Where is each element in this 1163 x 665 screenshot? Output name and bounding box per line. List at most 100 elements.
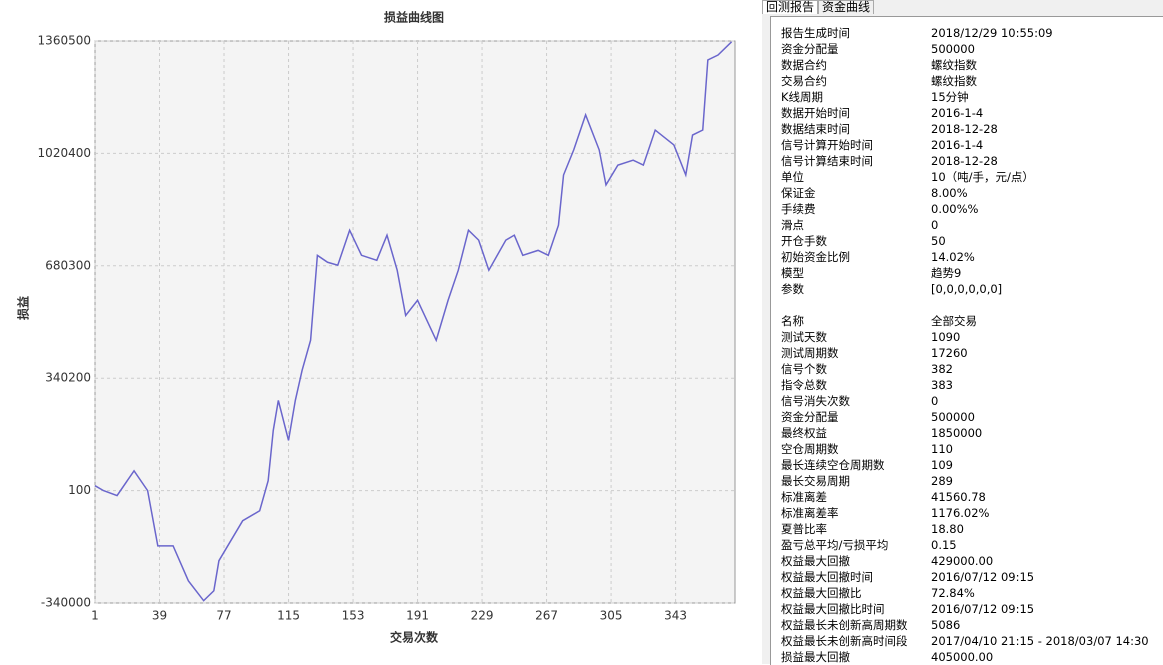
row-key: 信号计算开始时间 bbox=[781, 138, 873, 152]
row-key: 权益最长未创新高时间段 bbox=[781, 634, 908, 648]
row-value: 500000 bbox=[931, 42, 975, 56]
x-axis-label: 交易次数 bbox=[390, 630, 439, 645]
x-tick-label: 229 bbox=[471, 609, 494, 623]
row-key: 标准离差 bbox=[781, 490, 827, 504]
row-value: 14.02% bbox=[931, 250, 975, 264]
row-value: [0,0,0,0,0,0] bbox=[931, 282, 1003, 296]
row-value: 10（吨/手，元/点） bbox=[931, 170, 1034, 184]
x-tick-label: 343 bbox=[664, 609, 687, 623]
tab[interactable]: 资金曲线 bbox=[818, 0, 875, 14]
row-value: 2016/07/12 09:15 bbox=[931, 570, 1035, 584]
report-sheet: 报告生成时间 2018/12/29 10:55:09 资金分配量 500000 数据合约… bbox=[770, 16, 1163, 665]
row-key: 初始资金比例 bbox=[781, 250, 850, 264]
row-value: 1850000 bbox=[931, 426, 983, 440]
row-key: 空仓周期数 bbox=[781, 442, 839, 456]
row-key: 单位 bbox=[781, 170, 804, 184]
row-key: 资金分配量 bbox=[781, 42, 839, 56]
row-value: 2018-12-28 bbox=[931, 154, 998, 168]
row-value: 2016-1-4 bbox=[931, 106, 984, 120]
row-key: 开仓手数 bbox=[781, 234, 827, 248]
row-value: 1176.02% bbox=[931, 506, 990, 520]
x-tick-label: 77 bbox=[216, 609, 231, 623]
row-value: 2018-12-28 bbox=[931, 122, 998, 136]
row-key: 权益最大回撤比时间 bbox=[781, 602, 885, 616]
x-tick-label: 39 bbox=[152, 609, 167, 623]
row-key: 数据合约 bbox=[781, 58, 827, 72]
row-value: 17260 bbox=[931, 346, 968, 360]
row-key: 测试天数 bbox=[781, 330, 827, 344]
row-key: 手续费 bbox=[781, 202, 816, 216]
row-key: 信号计算结束时间 bbox=[781, 154, 873, 168]
x-tick-label: 115 bbox=[277, 609, 300, 623]
row-value: 382 bbox=[931, 362, 953, 376]
tabs: 回测报告 资金曲线 bbox=[762, 0, 875, 14]
x-tick-label: 1 bbox=[91, 609, 99, 623]
row-value: 289 bbox=[931, 474, 953, 488]
row-key: 资金分配量 bbox=[781, 410, 839, 424]
row-value: 2018/12/29 10:55:09 bbox=[931, 26, 1053, 40]
row-value: 螺纹指数 bbox=[931, 74, 977, 88]
row-key: 指令总数 bbox=[781, 378, 827, 392]
row-key: 最长交易周期 bbox=[781, 474, 850, 488]
row-value: 螺纹指数 bbox=[931, 58, 977, 72]
row-key: 权益最大回撤时间 bbox=[781, 570, 873, 584]
row-value: 500000 bbox=[931, 410, 975, 424]
row-value: 109 bbox=[931, 458, 953, 472]
y-tick-label: 1020400 bbox=[38, 146, 91, 160]
x-tick-label: 191 bbox=[406, 609, 429, 623]
row-key: 权益最长未创新高周期数 bbox=[781, 618, 908, 632]
row-value: 1090 bbox=[931, 330, 961, 344]
report-panel: 回测报告 资金曲线 报告生成时间 2018/12/29 10:55:09 资金分配量 5… bbox=[762, 0, 1163, 665]
row-value: 2016/07/12 09:15 bbox=[931, 602, 1035, 616]
x-tick-label: 153 bbox=[342, 609, 365, 623]
plot-area bbox=[94, 40, 736, 604]
row-key: 标准离差率 bbox=[781, 506, 839, 520]
equity-line bbox=[94, 41, 733, 602]
row-key: 保证金 bbox=[781, 186, 816, 200]
row-key: 最长连续空仓周期数 bbox=[781, 458, 885, 472]
row-value: 50 bbox=[931, 234, 946, 248]
row-value: 41560.78 bbox=[931, 490, 986, 504]
row-key: 权益最大回撤比 bbox=[781, 586, 862, 600]
row-value: 0 bbox=[931, 394, 939, 408]
chart: 损益曲线图 交易次数 损益 -340000 100 340200 680300 1020… bbox=[16, 10, 736, 645]
row-value: 383 bbox=[931, 378, 953, 392]
y-tick-label: 340200 bbox=[45, 371, 91, 385]
row-key: 报告生成时间 bbox=[781, 26, 850, 40]
row-value: 0 bbox=[931, 218, 939, 232]
row-value: 110 bbox=[931, 442, 953, 456]
tab[interactable]: 回测报告 bbox=[762, 0, 819, 14]
row-value: 2017/04/10 21:15 - 2018/03/07 14:30 bbox=[931, 634, 1149, 648]
row-key: 模型 bbox=[781, 266, 804, 280]
row-key: 信号个数 bbox=[781, 362, 827, 376]
row-key: 数据结束时间 bbox=[781, 122, 850, 136]
y-axis-label: 损益 bbox=[16, 296, 31, 320]
row-value: 405000.00 bbox=[931, 650, 994, 664]
row-key: 名称 bbox=[781, 314, 804, 328]
row-key: 损益最大回撤 bbox=[781, 650, 850, 664]
chart-title: 损益曲线图 bbox=[384, 10, 444, 25]
y-tick-label: 1360500 bbox=[38, 34, 91, 48]
row-value: 趋势9 bbox=[931, 266, 962, 280]
y-tick-label: 680300 bbox=[45, 258, 91, 272]
row-key: 盈亏总平均/亏损平均 bbox=[781, 538, 889, 552]
x-tick-label: 267 bbox=[535, 609, 558, 623]
row-value: 429000.00 bbox=[931, 554, 994, 568]
row-key: 信号消失次数 bbox=[781, 394, 850, 408]
row-key: 最终权益 bbox=[781, 426, 827, 440]
row-key: 测试周期数 bbox=[781, 346, 839, 360]
row-key: 夏普比率 bbox=[781, 522, 827, 536]
row-value: 全部交易 bbox=[931, 314, 977, 328]
row-value: 18.80 bbox=[931, 522, 964, 536]
row-value: 72.84% bbox=[931, 586, 975, 600]
y-tick-label: -340000 bbox=[41, 596, 91, 610]
row-value: 2016-1-4 bbox=[931, 138, 984, 152]
row-key: 参数 bbox=[781, 282, 804, 296]
row-value: 8.00% bbox=[931, 186, 968, 200]
row-value: 15分钟 bbox=[931, 90, 969, 104]
row-key: 权益最大回撤 bbox=[781, 554, 850, 568]
row-value: 0.00%% bbox=[931, 202, 979, 216]
row-key: 交易合约 bbox=[781, 74, 827, 88]
x-tick-label: 305 bbox=[600, 609, 623, 623]
